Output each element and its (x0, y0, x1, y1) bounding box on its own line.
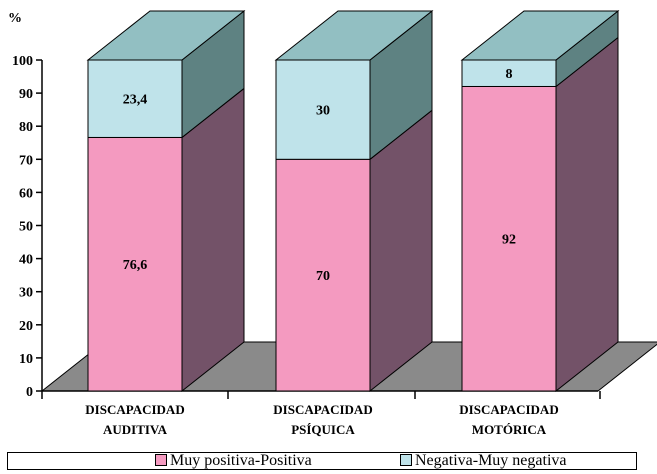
bar-top-face (460, 10, 620, 61)
y-tick-label: 10 (19, 352, 33, 367)
bar-value-label: 76,6 (123, 258, 148, 273)
bar-top-face (274, 10, 434, 61)
legend-label-positive: Muy positiva-Positiva (170, 452, 312, 469)
bar-side-segment (181, 87, 245, 393)
bar-value-label: 92 (502, 233, 516, 248)
bar-value-label: 8 (506, 67, 513, 82)
bar-segment (87, 136, 183, 392)
legend: Muy positiva-Positiva Negativa-Muy negat… (7, 452, 637, 470)
y-tick-label: 90 (19, 87, 33, 102)
bar-value-label: 23,4 (123, 93, 148, 108)
bar-segment (461, 59, 557, 87)
bar-value-label: 30 (316, 104, 330, 119)
y-tick-label: 70 (19, 153, 33, 168)
x-category-label: DISCAPACIDAD (459, 402, 558, 417)
bar-top-face (86, 10, 246, 61)
bar-segment (275, 59, 371, 160)
y-tick-label: 100 (12, 54, 33, 69)
y-tick-label: 20 (19, 319, 33, 334)
y-axis-title: % (8, 11, 22, 26)
legend-label-negative: Negativa-Muy negativa (415, 452, 567, 469)
x-category-label: MOTÓRICA (472, 422, 547, 437)
legend-item-negative: Negativa-Muy negativa (400, 453, 567, 469)
x-category-label: DISCAPACIDAD (85, 402, 184, 417)
bar-side-segment (555, 36, 619, 393)
bar-segment (87, 59, 183, 138)
x-category-label: DISCAPACIDAD (273, 402, 372, 417)
x-category-label: AUDITIVA (103, 422, 168, 437)
x-category-label: PSÍQUICA (291, 422, 355, 437)
y-tick-label: 60 (19, 186, 33, 201)
y-tick-label: 30 (19, 286, 33, 301)
legend-item-positive: Muy positiva-Positiva (155, 453, 312, 469)
chart: 0 10 20 30 40 50 60 70 80 90 100% 76,6 23,4 DISCAPACI… (8, 9, 657, 437)
bar-segment (461, 85, 557, 392)
y-tick-label: 40 (19, 253, 33, 268)
legend-swatch-negative (400, 454, 412, 466)
bar-value-label: 70 (316, 269, 330, 284)
legend-swatch-positive (155, 454, 167, 466)
y-tick-label: 0 (26, 385, 33, 400)
y-tick-label: 80 (19, 120, 33, 135)
y-tick-label: 50 (19, 220, 33, 235)
bar-segment (275, 158, 371, 392)
